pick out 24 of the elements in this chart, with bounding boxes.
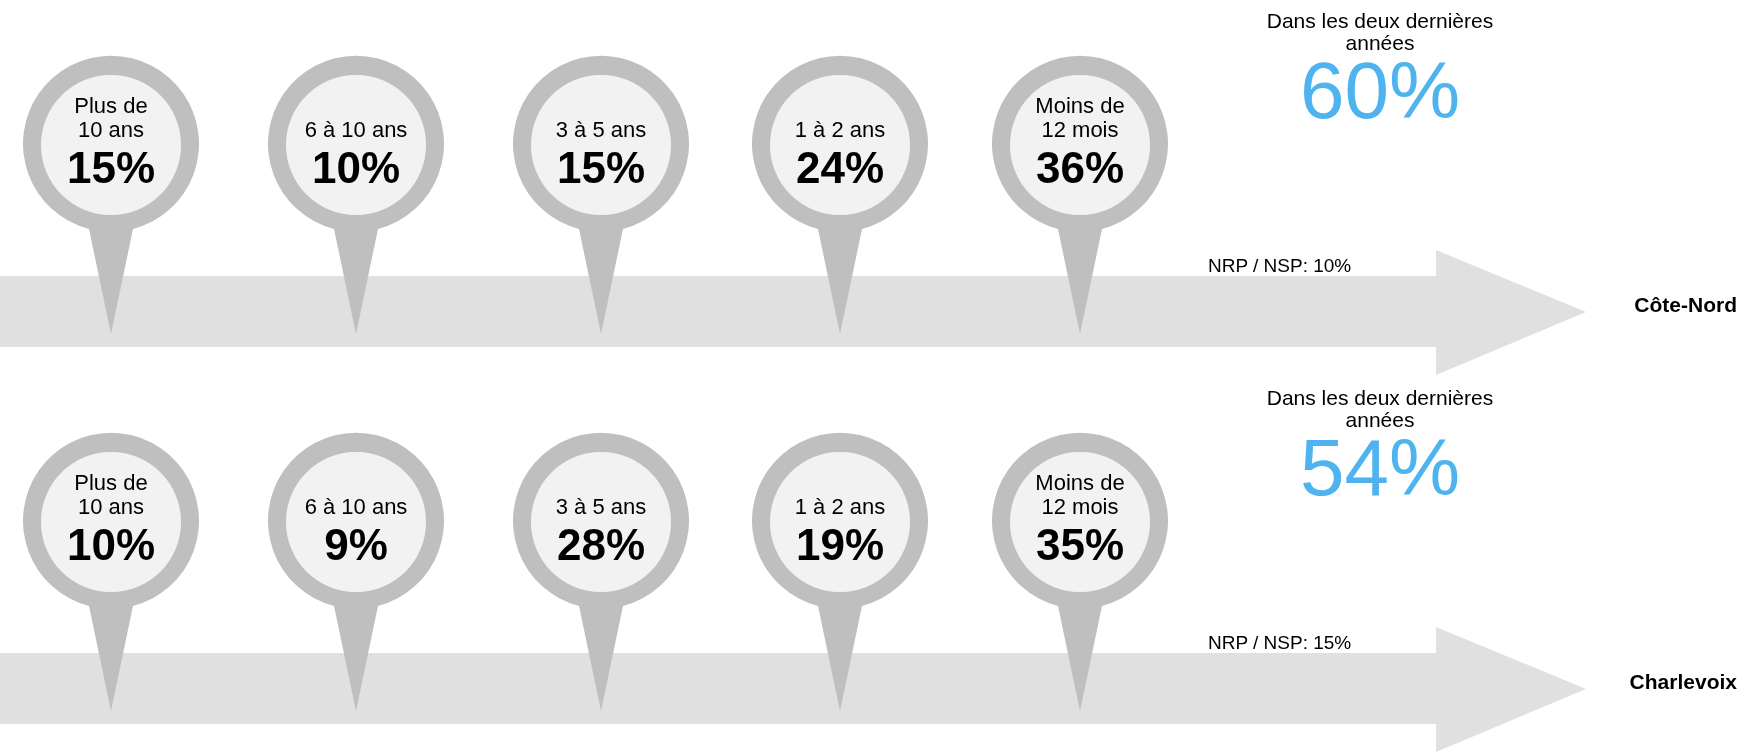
category-label: 3 à 5 ans	[555, 494, 647, 519]
text: NRP / NSP: 10%	[1208, 255, 1352, 276]
category-label: 3 à 5 ans	[555, 117, 647, 142]
data-label: 36%	[1035, 143, 1125, 192]
category-label: 1 à 2 ans	[794, 494, 886, 519]
category-label: Moins de 12 mois	[1035, 93, 1125, 142]
category-label: Plus de 10 ans	[74, 93, 148, 142]
category-label: 1 à 2 ans	[794, 117, 886, 142]
text: NRP / NSP: 15%	[1208, 632, 1352, 653]
data-label: 19%	[795, 520, 885, 569]
category-label: 6 à 10 ans	[304, 494, 408, 519]
data-label: 24%	[795, 143, 885, 192]
data-label: 10%	[311, 143, 401, 192]
data-label: 35%	[1035, 520, 1125, 569]
text: Charlevoix	[1629, 670, 1738, 693]
data-label: 28%	[556, 520, 646, 569]
data-label: 15%	[556, 143, 646, 192]
text: Côte-Nord	[1634, 293, 1737, 316]
data-label: 15%	[66, 143, 156, 192]
category-label: Moins de 12 mois	[1035, 470, 1125, 519]
category-label: 6 à 10 ans	[304, 117, 408, 142]
data-label: 10%	[66, 520, 156, 569]
category-label: Plus de 10 ans	[74, 470, 148, 519]
data-label: 9%	[324, 520, 388, 569]
